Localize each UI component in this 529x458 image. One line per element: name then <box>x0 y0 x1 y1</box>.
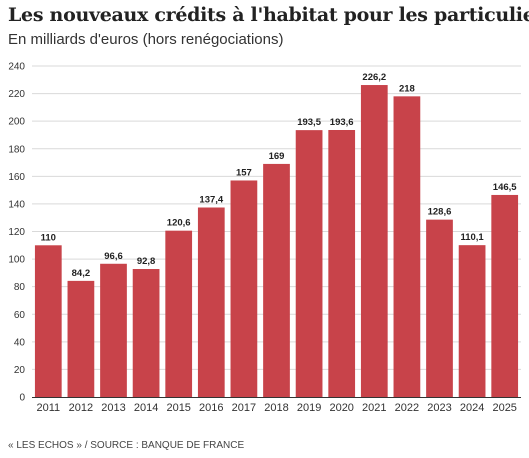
chart-title: Les nouveaux crédits à l'habitat pour le… <box>8 4 529 26</box>
x-tick-label: 2022 <box>395 402 419 414</box>
x-tick-label: 2014 <box>134 402 158 414</box>
y-tick-label: 40 <box>14 337 26 348</box>
source-note: « LES ECHOS » / SOURCE : BANQUE DE FRANC… <box>8 440 245 451</box>
x-tick-label: 2023 <box>427 402 451 414</box>
data-label: 157 <box>236 167 252 178</box>
bar <box>165 230 193 397</box>
bar <box>426 219 453 397</box>
x-tick-label: 2019 <box>297 402 321 414</box>
data-label: 169 <box>269 151 285 162</box>
y-tick-label: 140 <box>8 199 25 210</box>
bar <box>100 263 127 397</box>
y-tick-label: 160 <box>8 172 25 183</box>
y-tick-label: 200 <box>8 117 25 128</box>
bar <box>132 269 160 397</box>
data-label: 110,1 <box>460 232 484 243</box>
data-label: 128,6 <box>428 207 452 218</box>
data-label: 92,8 <box>137 256 156 267</box>
x-tick-label: 2015 <box>166 402 190 414</box>
bar <box>230 180 258 397</box>
chart-subtitle: En milliards d'euros (hors renégociation… <box>8 31 284 48</box>
x-tick-label: 2011 <box>36 402 60 414</box>
bar <box>393 96 421 397</box>
bar <box>328 129 356 397</box>
x-tick-label: 2018 <box>264 402 288 414</box>
x-tick-label: 2016 <box>199 402 223 414</box>
data-label: 226,2 <box>362 72 386 83</box>
x-tick-label: 2020 <box>329 402 353 414</box>
y-axis-ticks: 0 20 40 60 80 100 120 140 160 180 200 220 240 <box>8 62 25 404</box>
data-label: 120,6 <box>167 218 191 229</box>
x-tick-label: 2012 <box>69 402 93 414</box>
data-label: 84,2 <box>72 268 91 279</box>
bars <box>34 85 519 397</box>
y-tick-label: 220 <box>8 89 25 100</box>
bar <box>295 130 323 397</box>
bar <box>197 207 225 397</box>
y-tick-label: 80 <box>14 282 26 293</box>
bar <box>360 85 388 397</box>
y-tick-label: 180 <box>8 144 25 155</box>
bar <box>458 245 486 397</box>
y-tick-label: 120 <box>8 227 25 238</box>
x-axis-ticks: 2011 2012 2013 2014 2015 2016 2017 2018 2019 2020… <box>36 402 516 414</box>
data-label: 146,5 <box>493 182 517 193</box>
y-tick-label: 240 <box>8 62 25 73</box>
bar <box>67 280 95 397</box>
value-labels: 110 84,2 96,6 92,8 120,6 137,4 157 169 193,5 193,… <box>41 72 518 279</box>
bar-chart: 0 20 40 60 80 100 120 140 160 180 200 220 240 110 84,… <box>8 62 521 414</box>
y-tick-label: 20 <box>14 365 26 376</box>
data-label: 193,5 <box>297 117 321 128</box>
bar <box>263 163 290 397</box>
bar <box>34 245 62 397</box>
data-label: 137,4 <box>199 195 223 206</box>
data-label: 218 <box>399 83 415 94</box>
x-tick-label: 2021 <box>362 402 386 414</box>
x-tick-label: 2024 <box>460 402 484 414</box>
data-label: 110 <box>41 232 56 243</box>
y-tick-label: 100 <box>8 255 25 266</box>
x-tick-label: 2013 <box>101 402 125 414</box>
data-label: 193,6 <box>330 117 354 128</box>
x-tick-label: 2025 <box>492 402 516 414</box>
x-tick-label: 2017 <box>232 402 256 414</box>
data-label: 96,6 <box>104 251 123 262</box>
y-tick-label: 0 <box>19 393 25 404</box>
bar <box>491 194 519 397</box>
y-tick-label: 60 <box>14 310 26 321</box>
